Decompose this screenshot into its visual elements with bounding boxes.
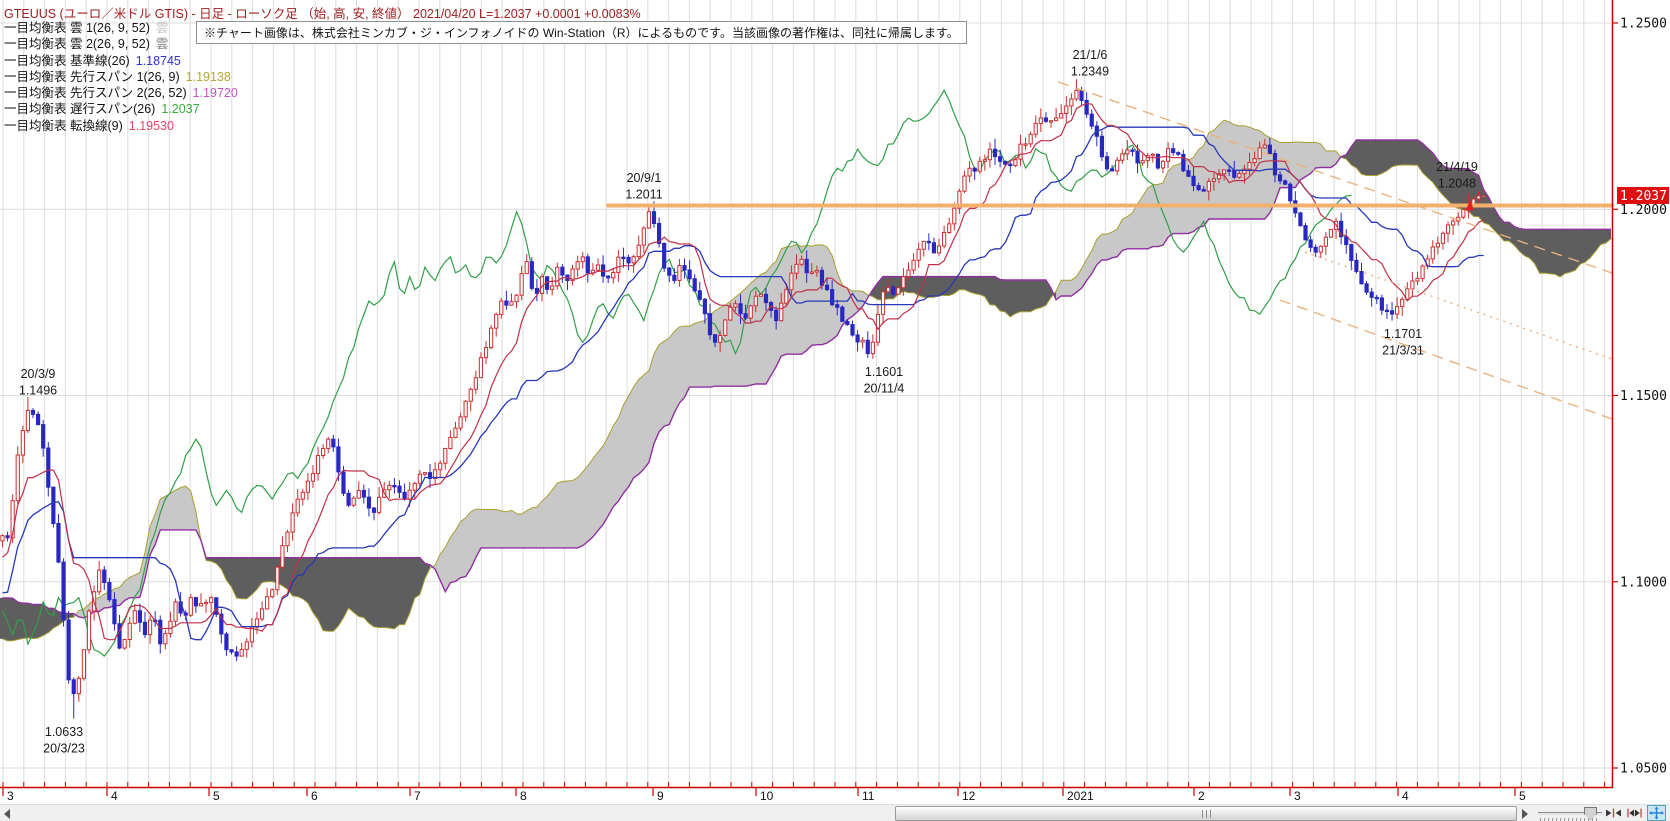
tenkan-line (2, 102, 1484, 641)
h-scrollbar[interactable] (0, 804, 1670, 821)
chart-canvas[interactable]: 3 4 5 6 7 8 9 10 11 12 2021 2 3 4 5 1.2500 1.2000 1.1500 1… (0, 0, 1670, 804)
slider-ruler (1540, 818, 1598, 821)
swing-annotation: 20/9/1 (627, 171, 662, 185)
senkou-span-1-line (2, 119, 1612, 642)
legend-item-tenkan: 一目均衡表 転換線(9) 1.19530 (4, 118, 174, 133)
x-axis-label: 11 (862, 789, 875, 803)
pan-mode-button[interactable] (1647, 805, 1666, 821)
legend-item-senkou2: 一目均衡表 先行スパン 2(26, 52) 1.19720 (4, 86, 238, 101)
swing-annotation: 1.1496 (19, 384, 57, 398)
x-axis-label: 10 (760, 789, 774, 803)
swing-annotation: 20/3/9 (21, 367, 56, 381)
ichimoku-lines-layer (2, 102, 1484, 641)
cloud-2 (0, 139, 1611, 641)
annotations-layer: 20/3/9 1.1496 1.0633 20/3/23 20/9/1 1.2011 1.1… (19, 48, 1478, 756)
compress-bars-icon (1606, 808, 1621, 818)
ichimoku-cloud-layer (0, 119, 1612, 642)
x-axis-label: 2021 (1067, 789, 1094, 803)
slider-track[interactable] (1538, 812, 1602, 815)
x-axis-label: 8 (520, 789, 527, 803)
swing-annotation: 1.0633 (45, 725, 83, 739)
legend-item-cloud2: 一目均衡表 雲 2(26, 9, 52) 雲 (4, 37, 169, 52)
swing-annotation: 1.2349 (1071, 65, 1109, 79)
x-axis-label: 7 (414, 789, 421, 803)
y-axis-label: 1.2500 (1620, 17, 1667, 32)
x-axis-label: 4 (111, 789, 118, 803)
x-axis-label: 6 (311, 789, 318, 803)
legend-item-cloud1: 一目均衡表 雲 1(26, 9, 52) 雲 (4, 21, 169, 35)
drawn-lines-layer (606, 81, 1616, 421)
kijun-line (2, 125, 1484, 641)
x-axis-label: 3 (7, 789, 14, 803)
scrollbar-left-button[interactable] (4, 809, 10, 819)
scrollbar-grip-icon (1201, 809, 1203, 818)
swing-annotation: 20/11/4 (864, 382, 905, 396)
y-axis-label: 1.0500 (1620, 762, 1667, 777)
swing-annotation: 1.1701 (1384, 327, 1422, 341)
senkou-span-2-line (2, 139, 1611, 619)
swing-annotation: 20/3/23 (43, 742, 85, 756)
y-axis-label: 1.1000 (1620, 575, 1667, 590)
bar-width-slider[interactable] (1538, 805, 1602, 821)
cloud-1 (73, 120, 1342, 618)
axes-layer: 3 4 5 6 7 8 9 10 11 12 2021 2 3 4 5 1.2500 1.2000 1.1500 1… (0, 0, 1669, 803)
grid-layer (0, 0, 1612, 787)
candles-layer (0, 79, 1486, 719)
swing-annotation: 1.2011 (625, 188, 662, 202)
expand-bars-button[interactable] (1625, 805, 1644, 821)
legend-item-chikou: 一目均衡表 遅行スパン(26) 1.2037 (4, 102, 200, 117)
chart-title: GTEUUS (ユーロ／米ドル GTIS) - 日足 - ローソク足 （始, 高… (4, 7, 641, 21)
swing-annotation: 1.2048 (1438, 177, 1476, 191)
ichimoku-legend: 一目均衡表 雲 1(26, 9, 52) 雲 一目均衡表 雲 2(26, 9, 5… (4, 20, 238, 134)
swing-annotation: 21/3/31 (1382, 344, 1424, 358)
trendline-1 (1057, 81, 1616, 275)
pan-move-icon (1648, 806, 1665, 820)
x-axis-label: 3 (1294, 789, 1301, 803)
copyright-notice: ※チャート画像は、株式会社ミンカブ・ジ・インフォノイドの Win-Station… (196, 21, 967, 44)
compress-bars-button[interactable] (1604, 805, 1623, 821)
x-axis-label: 5 (213, 789, 220, 803)
legend-item-senkou1: 一目均衡表 先行スパン 1(26, 9) 1.19138 (4, 69, 231, 84)
expand-bars-icon (1627, 808, 1642, 818)
scrollbar-right-button[interactable] (1522, 809, 1528, 819)
trendline-3 (1279, 299, 1616, 421)
legend-item-kijun: 一目均衡表 基準線(26) 1.18745 (4, 53, 181, 68)
y-axis-label: 1.1500 (1620, 389, 1667, 404)
last-price-badge (1617, 186, 1669, 204)
swing-annotation: 21/1/6 (1073, 48, 1108, 62)
last-price-arrow (1466, 199, 1474, 211)
swing-annotation: 1.1601 (865, 365, 903, 379)
y-axis-label: 1.2000 (1620, 203, 1667, 218)
x-axis-label: 12 (962, 789, 976, 803)
trendline-2 (1304, 251, 1616, 361)
last-price-badge-text: 1.2037 (1620, 189, 1667, 204)
x-axis-label: 9 (657, 789, 664, 803)
swing-annotation: 21/4/19 (1436, 160, 1478, 174)
scrollbar-thumb[interactable] (895, 806, 1517, 821)
x-axis-label: 5 (1519, 789, 1526, 803)
x-axis-label: 2 (1198, 789, 1205, 803)
x-axis-label: 4 (1402, 789, 1409, 803)
